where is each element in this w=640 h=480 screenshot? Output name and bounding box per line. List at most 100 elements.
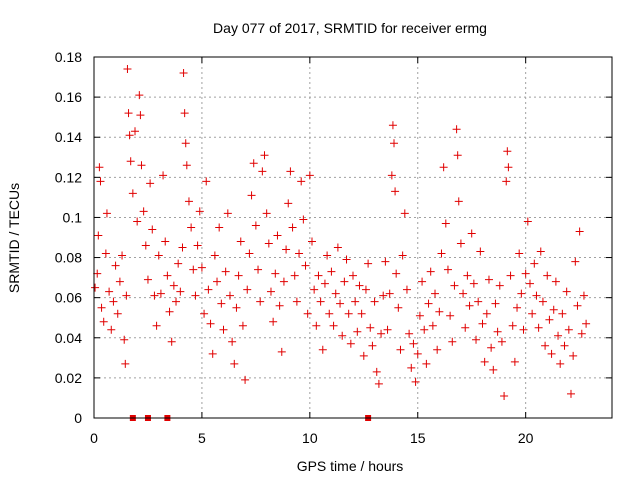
y-tick-label: 0.16 (55, 89, 82, 105)
data-point (405, 329, 414, 338)
data-point (150, 291, 159, 300)
data-point (515, 249, 524, 258)
data-point (359, 351, 368, 360)
data-point (187, 223, 196, 232)
data-point (107, 325, 116, 334)
data-point (409, 339, 418, 348)
data-point (256, 297, 265, 306)
data-point (133, 217, 142, 226)
data-point (392, 269, 401, 278)
data-point (426, 267, 435, 276)
data-point (562, 287, 571, 296)
data-point (264, 239, 273, 248)
x-tick-label: 0 (90, 430, 98, 446)
data-point (125, 131, 134, 140)
y-tick-label: 0.18 (55, 49, 82, 65)
data-point (191, 291, 200, 300)
data-point (154, 251, 163, 260)
data-point (258, 167, 267, 176)
data-point (478, 319, 487, 328)
data-point (453, 151, 462, 160)
data-point (344, 309, 353, 318)
y-tick-label: 0.08 (55, 250, 82, 266)
data-point (502, 177, 511, 186)
data-point (99, 317, 108, 326)
data-point (377, 329, 386, 338)
data-point (292, 297, 301, 306)
data-point (433, 345, 442, 354)
data-point (454, 197, 463, 206)
data-point (176, 287, 185, 296)
data-point (456, 239, 465, 248)
data-point (121, 359, 130, 368)
data-point (579, 291, 588, 300)
data-point (234, 271, 243, 280)
data-point (167, 337, 176, 346)
data-point (219, 325, 228, 334)
data-point (545, 315, 554, 324)
data-point (210, 251, 219, 260)
data-point (251, 221, 260, 230)
data-point (465, 301, 474, 310)
data-point (327, 267, 336, 276)
data-point (161, 237, 170, 246)
data-point (566, 389, 575, 398)
data-point (459, 289, 468, 298)
data-point (366, 323, 375, 332)
y-tick-label: 0.14 (55, 129, 82, 145)
data-point (368, 341, 377, 350)
data-point (469, 279, 478, 288)
data-points (91, 65, 591, 421)
data-point (357, 309, 366, 318)
data-point (338, 331, 347, 340)
data-point (503, 147, 512, 156)
data-point (152, 321, 161, 330)
data-point (310, 285, 319, 294)
data-point (463, 271, 472, 280)
data-point (530, 259, 539, 268)
data-point (400, 209, 409, 218)
data-point (582, 319, 591, 328)
y-tick-label: 0.02 (55, 370, 82, 386)
data-point (349, 271, 357, 280)
data-point (184, 197, 193, 206)
x-tick-label: 15 (410, 430, 426, 446)
data-point (571, 257, 580, 266)
data-point (120, 335, 129, 344)
data-point (538, 297, 547, 306)
data-point (489, 365, 498, 374)
data-point (435, 307, 444, 316)
data-point (115, 277, 124, 286)
data-point (136, 111, 145, 120)
data-point (575, 227, 584, 236)
data-point (443, 265, 452, 274)
data-point (314, 271, 323, 280)
data-point (428, 321, 437, 330)
data-point (189, 265, 198, 274)
data-point (273, 231, 282, 240)
data-point (320, 279, 329, 288)
data-point (307, 237, 316, 246)
data-point (282, 245, 291, 254)
data-point (506, 271, 515, 280)
data-point (197, 263, 206, 272)
data-point (523, 217, 532, 226)
data-point (312, 321, 321, 330)
data-point (200, 309, 209, 318)
data-point (181, 139, 190, 148)
data-point (547, 349, 556, 358)
data-point (195, 207, 204, 216)
y-tick-label: 0.04 (55, 330, 82, 346)
data-point (204, 285, 213, 294)
data-point (172, 297, 181, 306)
data-point (290, 271, 299, 280)
data-point (305, 171, 314, 180)
data-point (554, 331, 563, 340)
data-point (379, 291, 388, 300)
data-point (336, 299, 345, 308)
data-point (534, 323, 543, 332)
data-point (549, 305, 558, 314)
data-point (472, 335, 481, 344)
